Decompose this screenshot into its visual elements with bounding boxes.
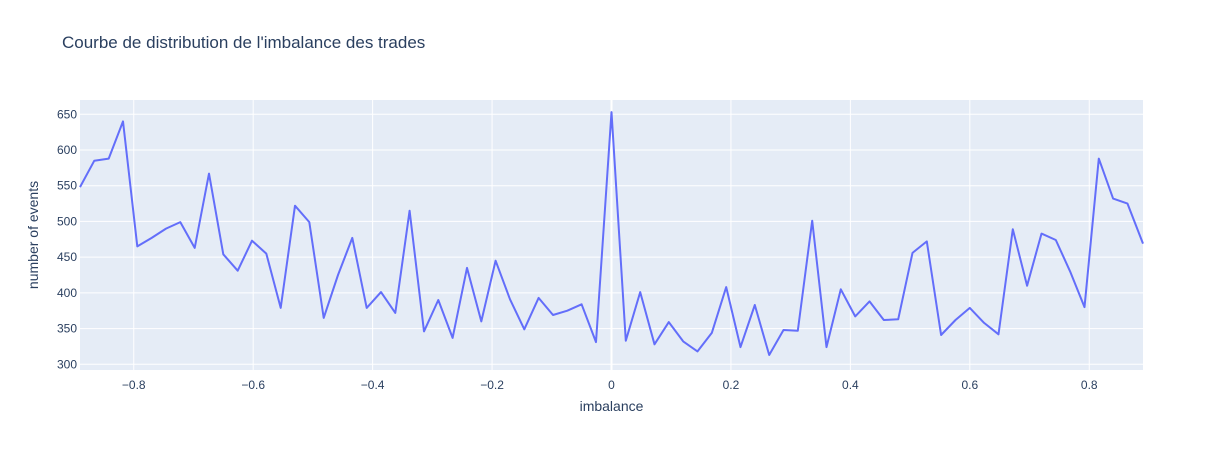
y-axis-title: number of events [25, 181, 41, 289]
x-tick-label: 0 [608, 378, 615, 392]
x-tick-label: −0.4 [361, 378, 385, 392]
x-tick-label: 0.4 [842, 378, 859, 392]
series-line [79, 111, 1144, 356]
y-tick-label: 350 [57, 322, 77, 336]
x-tick-label: 0.2 [723, 378, 740, 392]
x-tick-label: −0.6 [241, 378, 265, 392]
x-axis-ticks: −0.8 −0.6 −0.4 −0.2 0 0.2 0.4 0.6 0.8 [122, 378, 1098, 392]
x-axis-title: imbalance [580, 398, 644, 414]
y-tick-label: 600 [57, 143, 77, 157]
x-gridlines [133, 100, 1090, 370]
y-tick-label: 650 [57, 107, 77, 121]
y-tick-label: 500 [57, 214, 77, 228]
x-tick-label: 0.8 [1081, 378, 1098, 392]
x-tick-label: −0.2 [480, 378, 504, 392]
x-tick-label: −0.8 [122, 378, 146, 392]
chart-title: Courbe de distribution de l'imbalance de… [62, 33, 426, 52]
y-tick-label: 400 [57, 286, 77, 300]
y-tick-label: 450 [57, 250, 77, 264]
y-tick-label: 550 [57, 179, 77, 193]
y-tick-label: 300 [57, 357, 77, 371]
series-group [79, 111, 1144, 356]
x-tick-label: 0.6 [961, 378, 978, 392]
y-axis-ticks: 300 350 400 450 500 550 600 650 [57, 107, 77, 371]
